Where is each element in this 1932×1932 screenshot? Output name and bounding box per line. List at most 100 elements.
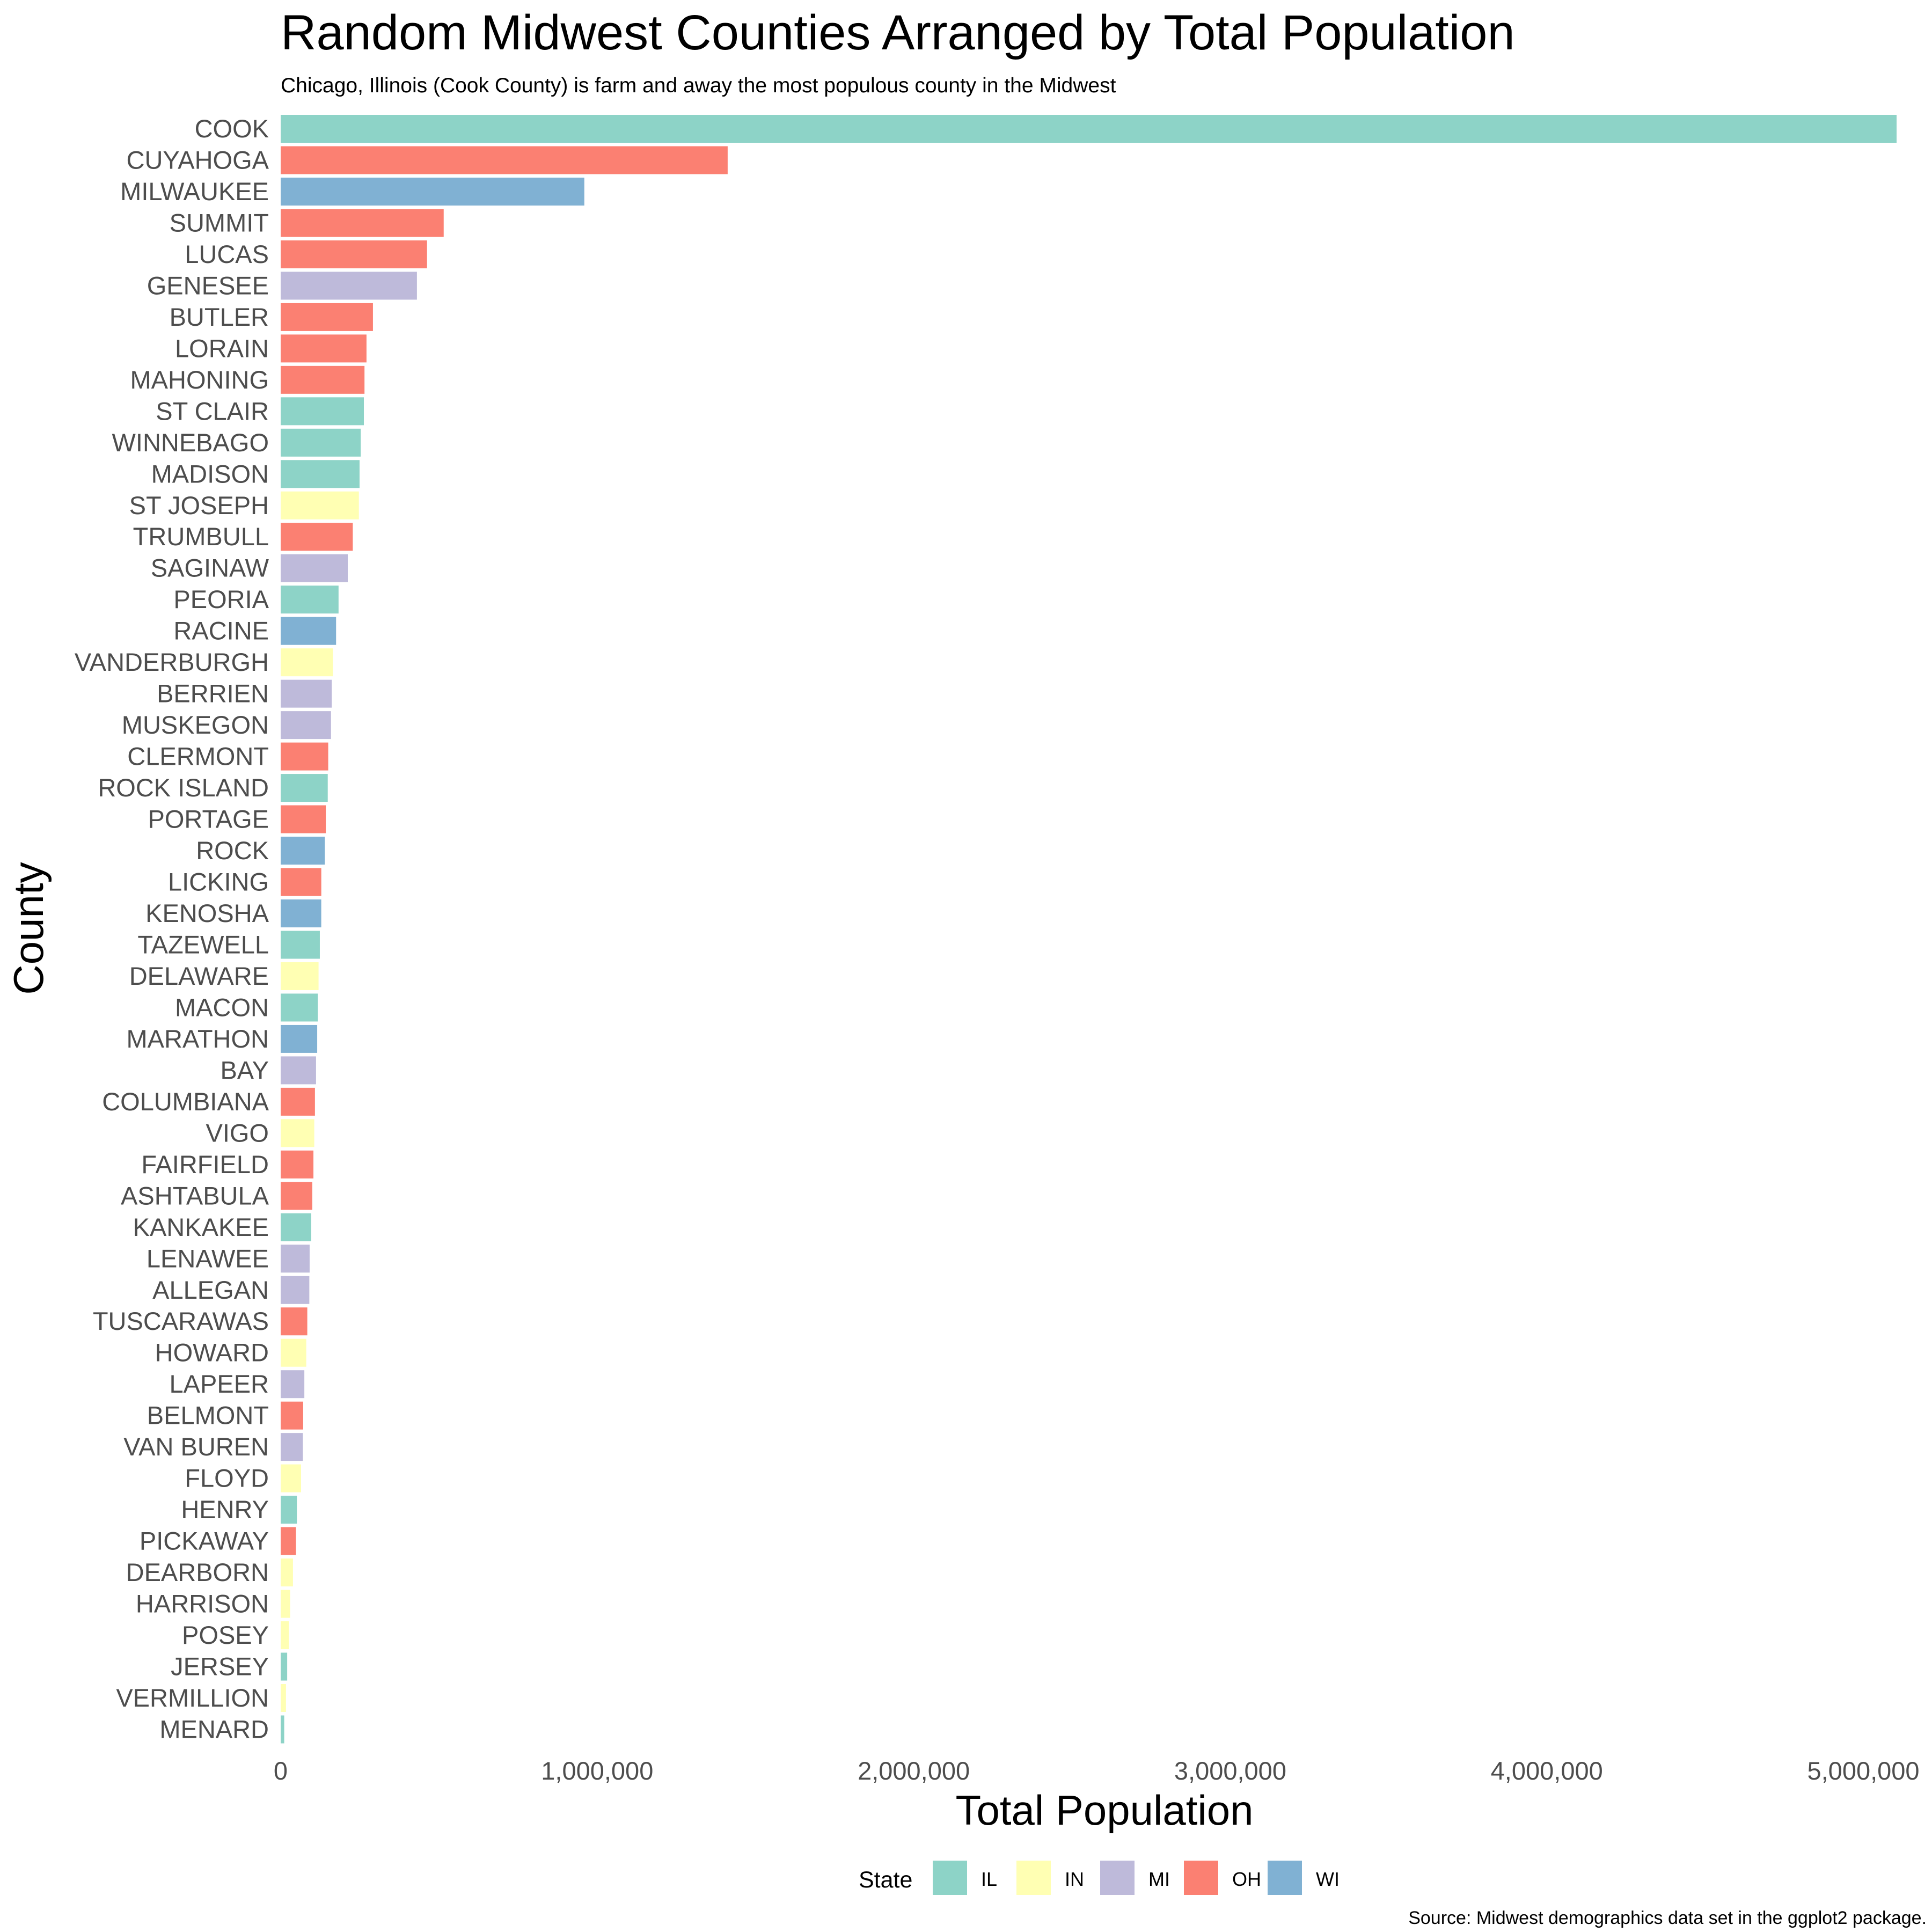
y-tick-label: MACON [175, 993, 269, 1021]
bar-tazewell [281, 931, 320, 959]
x-tick-label: 4,000,000 [1491, 1757, 1603, 1785]
y-tick-label: MILWAUKEE [120, 177, 269, 206]
chart-subtitle: Chicago, Illinois (Cook County) is farm … [281, 74, 1116, 97]
bar-butler [281, 303, 373, 331]
bar-cuyahoga [281, 146, 728, 174]
bar-cook [281, 115, 1897, 143]
bar-lapeer [281, 1370, 305, 1399]
y-tick-label: ROCK ISLAND [98, 773, 269, 802]
bar-henry [281, 1496, 297, 1524]
y-tick-label: ASHTABULA [121, 1181, 269, 1210]
bar-clermont [281, 742, 328, 771]
y-tick-label: VERMILLION [116, 1684, 269, 1712]
bar-lucas [281, 240, 427, 268]
y-tick-label: MUSKEGON [122, 711, 269, 739]
y-tick-label: ST CLAIR [156, 397, 269, 425]
x-tick-labels: 0 1,000,000 2,000,000 3,000,000 4,000,000 5,0… [274, 1757, 1920, 1785]
bar-menard [281, 1715, 284, 1744]
bar-vermillion [281, 1684, 286, 1712]
bar-macon [281, 993, 318, 1022]
bar-racine [281, 617, 336, 645]
y-tick-label: SUMMIT [170, 208, 269, 237]
legend: State IL IN MI OH WI [859, 1861, 1340, 1895]
legend-label-il: IL [981, 1868, 997, 1890]
legend-swatch-wi [1268, 1861, 1302, 1895]
y-tick-label: MAHONING [130, 365, 269, 394]
y-tick-label: POSEY [182, 1621, 269, 1649]
bar-dearborn [281, 1558, 293, 1587]
bar-pickaway [281, 1527, 296, 1555]
bar-van-buren [281, 1433, 303, 1461]
y-tick-label: JERSEY [171, 1652, 269, 1681]
legend-title: State [859, 1867, 912, 1893]
bar-trumbull [281, 523, 353, 551]
bar-muskegon [281, 711, 331, 740]
y-tick-label: CLERMONT [127, 742, 269, 771]
y-tick-label: SAGINAW [151, 554, 269, 582]
y-tick-label: BELMONT [147, 1401, 269, 1430]
y-tick-label: HARRISON [136, 1590, 269, 1618]
bar-harrison [281, 1590, 290, 1618]
bar-portage [281, 805, 326, 833]
bar-ashtabula [281, 1182, 312, 1210]
bar-licking [281, 868, 321, 896]
y-tick-label: DEARBORN [126, 1558, 269, 1586]
bar-st-clair [281, 397, 364, 426]
legend-label-mi: MI [1148, 1868, 1170, 1890]
x-tick-label: 0 [274, 1757, 288, 1785]
bar-kenosha [281, 899, 321, 927]
y-tick-label: CUYAHOGA [127, 145, 269, 174]
bar-lorain [281, 334, 367, 363]
y-tick-label: ROCK [196, 836, 269, 865]
y-tick-label: DELAWARE [129, 962, 269, 990]
legend-swatch-oh [1184, 1861, 1218, 1895]
bars-layer [281, 115, 1897, 1744]
y-tick-label: MENARD [159, 1715, 269, 1743]
bar-howard [281, 1338, 306, 1367]
bar-floyd [281, 1464, 301, 1492]
bar-mahoning [281, 365, 365, 394]
bar-posey [281, 1621, 289, 1650]
x-tick-label: 1,000,000 [541, 1757, 653, 1785]
legend-swatch-in [1016, 1861, 1051, 1895]
y-tick-label: LORAIN [175, 334, 269, 362]
y-tick-label: ST JOSEPH [129, 491, 269, 519]
y-tick-label: MADISON [151, 459, 269, 488]
y-tick-label: BERRIEN [157, 679, 269, 708]
bar-vanderburgh [281, 648, 333, 677]
chart-caption: Source: Midwest demographics data set in… [1408, 1908, 1927, 1928]
bar-kankakee [281, 1213, 311, 1241]
y-tick-label: VANDERBURGH [75, 648, 269, 676]
y-tick-label: PEORIA [173, 585, 269, 613]
y-tick-label: PORTAGE [148, 805, 269, 833]
bar-fairfield [281, 1150, 314, 1179]
y-tick-label: ALLEGAN [152, 1276, 269, 1304]
y-axis-title: County [5, 862, 52, 994]
bar-genesee [281, 272, 417, 300]
legend-label-in: IN [1065, 1868, 1084, 1890]
y-tick-label: TAZEWELL [137, 930, 269, 958]
y-tick-label: VIGO [206, 1118, 269, 1147]
bar-milwaukee [281, 177, 584, 206]
bar-peoria [281, 586, 339, 614]
y-tick-label: VAN BUREN [123, 1432, 269, 1461]
legend-label-wi: WI [1316, 1868, 1340, 1890]
y-tick-label: PICKAWAY [140, 1527, 269, 1555]
bar-rock [281, 837, 325, 865]
y-tick-label: TRUMBULL [133, 522, 269, 551]
bar-saginaw [281, 554, 348, 582]
bar-allegan [281, 1276, 310, 1304]
y-tick-label: LENAWEE [147, 1244, 269, 1272]
bar-bay [281, 1056, 316, 1085]
bar-delaware [281, 962, 319, 990]
y-tick-label: LUCAS [185, 240, 269, 268]
y-tick-label: HOWARD [155, 1338, 269, 1367]
y-tick-label: TUSCARAWAS [93, 1307, 269, 1335]
bar-columbiana [281, 1087, 315, 1116]
legend-label-oh: OH [1232, 1868, 1261, 1890]
legend-swatch-mi [1100, 1861, 1135, 1895]
y-tick-label: KENOSHA [145, 899, 269, 927]
bar-lenawee [281, 1245, 310, 1273]
y-tick-label: HENRY [181, 1495, 269, 1524]
